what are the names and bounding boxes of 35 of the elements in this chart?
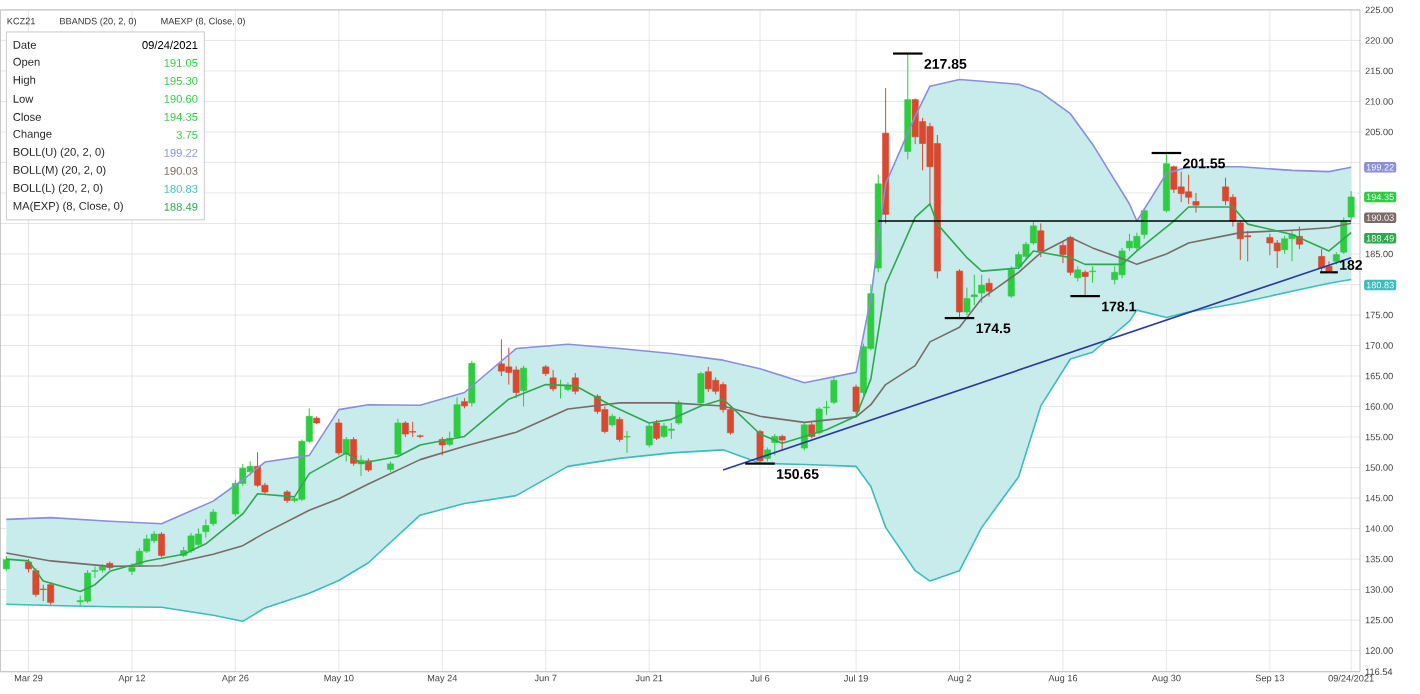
candlestick <box>852 384 860 415</box>
candlestick <box>1318 248 1325 272</box>
candlestick <box>956 268 963 319</box>
candlestick <box>254 451 261 488</box>
candlestick <box>158 531 165 558</box>
candlestick <box>697 371 705 406</box>
candlestick <box>497 339 505 377</box>
candlestick <box>1081 270 1089 297</box>
candlestick <box>187 532 195 554</box>
candlestick <box>1185 174 1192 205</box>
candlestick <box>985 278 993 298</box>
candlestick <box>616 416 624 443</box>
candlestick <box>1163 152 1170 214</box>
candlestick <box>623 430 631 454</box>
candlestick <box>653 419 660 441</box>
candlestick <box>32 567 40 598</box>
candlestick <box>1037 223 1045 258</box>
candlestick <box>468 360 476 408</box>
candlestick <box>453 397 461 439</box>
candlestick <box>1281 235 1289 255</box>
candlestick <box>1244 230 1252 262</box>
candlestick <box>1089 265 1096 284</box>
candlestick <box>1066 235 1074 276</box>
candlestick <box>394 418 402 458</box>
candlestick <box>704 366 712 393</box>
line-series <box>5 278 1352 623</box>
candlestick <box>335 418 343 456</box>
candlestick <box>1273 239 1281 269</box>
candlestick <box>978 274 986 304</box>
candlestick <box>84 569 92 604</box>
candlestick <box>342 436 350 463</box>
candlestick <box>1177 171 1185 203</box>
candlestick <box>645 423 653 449</box>
candlestick <box>520 365 527 408</box>
candlestick <box>350 436 358 467</box>
